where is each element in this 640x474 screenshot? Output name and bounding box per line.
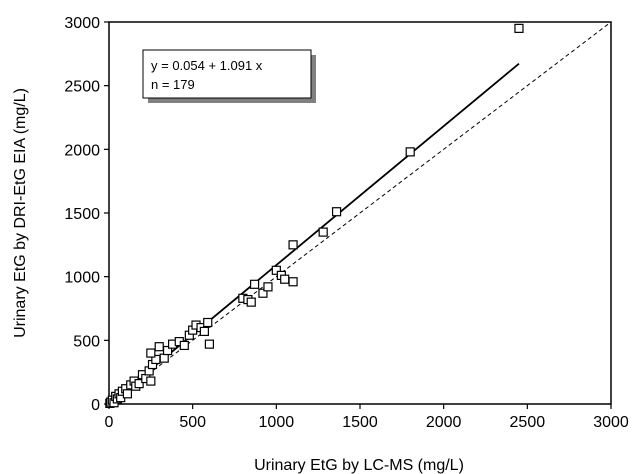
x-tick-label: 1000 (259, 414, 295, 431)
data-point (246, 297, 256, 307)
y-tick-label: 0 (91, 397, 100, 414)
x-tick-label: 3000 (593, 414, 629, 431)
x-tick-label: 2000 (426, 414, 462, 431)
annotation-box: y = 0.054 + 1.091 x n = 179 (142, 49, 316, 103)
fit-lines (108, 21, 612, 405)
y-tick-label: 3000 (64, 15, 100, 32)
data-point (405, 147, 415, 157)
data-point (514, 23, 524, 33)
annotation-frame (142, 49, 312, 99)
data-point (249, 279, 260, 289)
x-tick-label: 1500 (342, 414, 378, 431)
data-point (258, 288, 268, 298)
data-points (105, 23, 524, 408)
data-point (146, 376, 156, 386)
axis-ticks: 0 500 1000 1500 2000 2500 3000 0 500 1000 1500 2000… (64, 15, 628, 431)
regression-line (108, 62, 520, 405)
x-tick-label: 0 (105, 414, 114, 431)
data-point (162, 345, 173, 356)
n-count-text: n = 179 (151, 77, 195, 92)
data-point (318, 227, 328, 237)
y-tick-label: 1500 (64, 206, 100, 223)
data-point (122, 389, 133, 399)
identity-line (108, 21, 612, 405)
data-point (134, 379, 144, 389)
data-point (288, 277, 298, 287)
data-point (146, 348, 156, 358)
data-point (204, 339, 214, 349)
data-point (203, 317, 213, 328)
data-point (154, 342, 164, 352)
equation-text: y = 0.054 + 1.091 x (151, 58, 263, 73)
data-point (271, 265, 281, 275)
data-point (159, 353, 169, 363)
y-tick-label: 2000 (64, 142, 100, 159)
data-point (331, 207, 342, 217)
data-point (179, 340, 189, 351)
data-point (263, 282, 273, 292)
x-tick-label: 2500 (510, 414, 546, 431)
data-point (199, 326, 209, 337)
x-tick-label: 500 (179, 414, 206, 431)
y-tick-label: 1000 (64, 270, 100, 287)
y-tick-label: 500 (73, 333, 100, 350)
x-axis-label: Urinary EtG by LC-MS (mg/L) (254, 457, 464, 474)
y-tick-label: 2500 (64, 79, 100, 96)
y-axis-label: Urinary EtG by DRI-EtG EIA (mg/L) (12, 88, 29, 338)
data-point (288, 240, 298, 250)
data-point (280, 274, 290, 284)
